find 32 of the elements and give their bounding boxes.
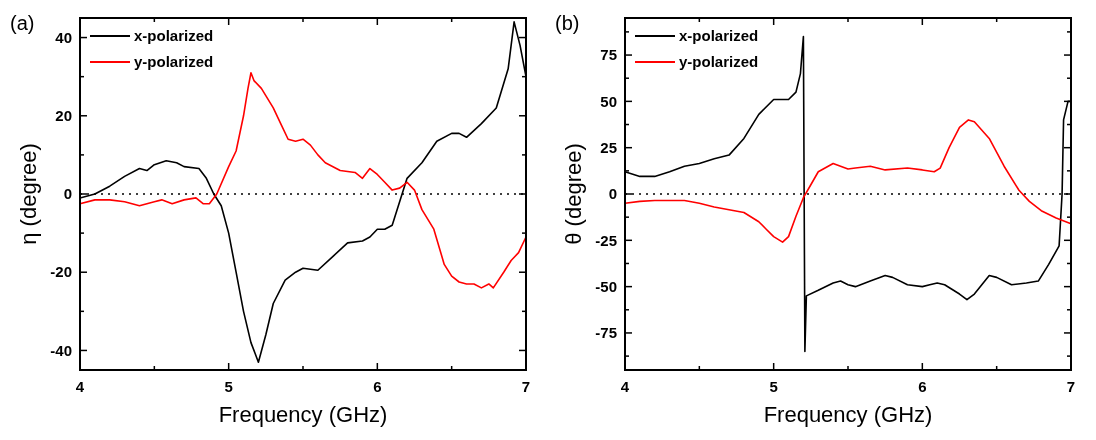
y-tick-label: -40 bbox=[50, 341, 72, 359]
x-tick-label: 7 bbox=[521, 378, 531, 395]
x-tick-label: 4 bbox=[620, 378, 630, 395]
y-tick-label: 25 bbox=[600, 138, 617, 156]
text: (a) bbox=[10, 12, 35, 34]
x-tick-label: 6 bbox=[918, 378, 927, 395]
legend-label: x-polarized bbox=[134, 27, 214, 45]
y-axis-title: η (degree) bbox=[16, 143, 41, 245]
y-tick-label: -20 bbox=[50, 263, 72, 281]
y-tick-label: -75 bbox=[595, 324, 617, 342]
legend-label: y-polarized bbox=[679, 53, 759, 71]
x-axis-title: Frequency (GHz) bbox=[763, 402, 933, 427]
y-tick-label: 0 bbox=[608, 185, 617, 203]
y-tick-label: -25 bbox=[595, 231, 617, 249]
y-tick-label: 50 bbox=[600, 92, 617, 110]
y-tick-label: 0 bbox=[63, 185, 72, 203]
legend-label: y-polarized bbox=[134, 53, 214, 71]
x-axis-title: Frequency (GHz) bbox=[218, 402, 388, 427]
line-series bbox=[79, 71, 527, 289]
y-tick-label: -50 bbox=[595, 277, 617, 295]
line-series bbox=[624, 119, 1072, 243]
x-tick-label: 7 bbox=[1066, 378, 1076, 395]
legend-label: x-polarized bbox=[679, 27, 759, 45]
x-tick-label: 5 bbox=[769, 378, 778, 395]
y-axis-title: θ (degree) bbox=[561, 143, 586, 245]
y-tick-label: 20 bbox=[55, 107, 72, 125]
x-tick-label: 6 bbox=[373, 378, 382, 395]
x-tick-label: 5 bbox=[224, 378, 233, 395]
y-tick-label: 75 bbox=[600, 46, 617, 64]
text: (b) bbox=[555, 12, 580, 34]
x-tick-label: 4 bbox=[75, 378, 85, 395]
y-tick-label: 40 bbox=[55, 28, 72, 46]
